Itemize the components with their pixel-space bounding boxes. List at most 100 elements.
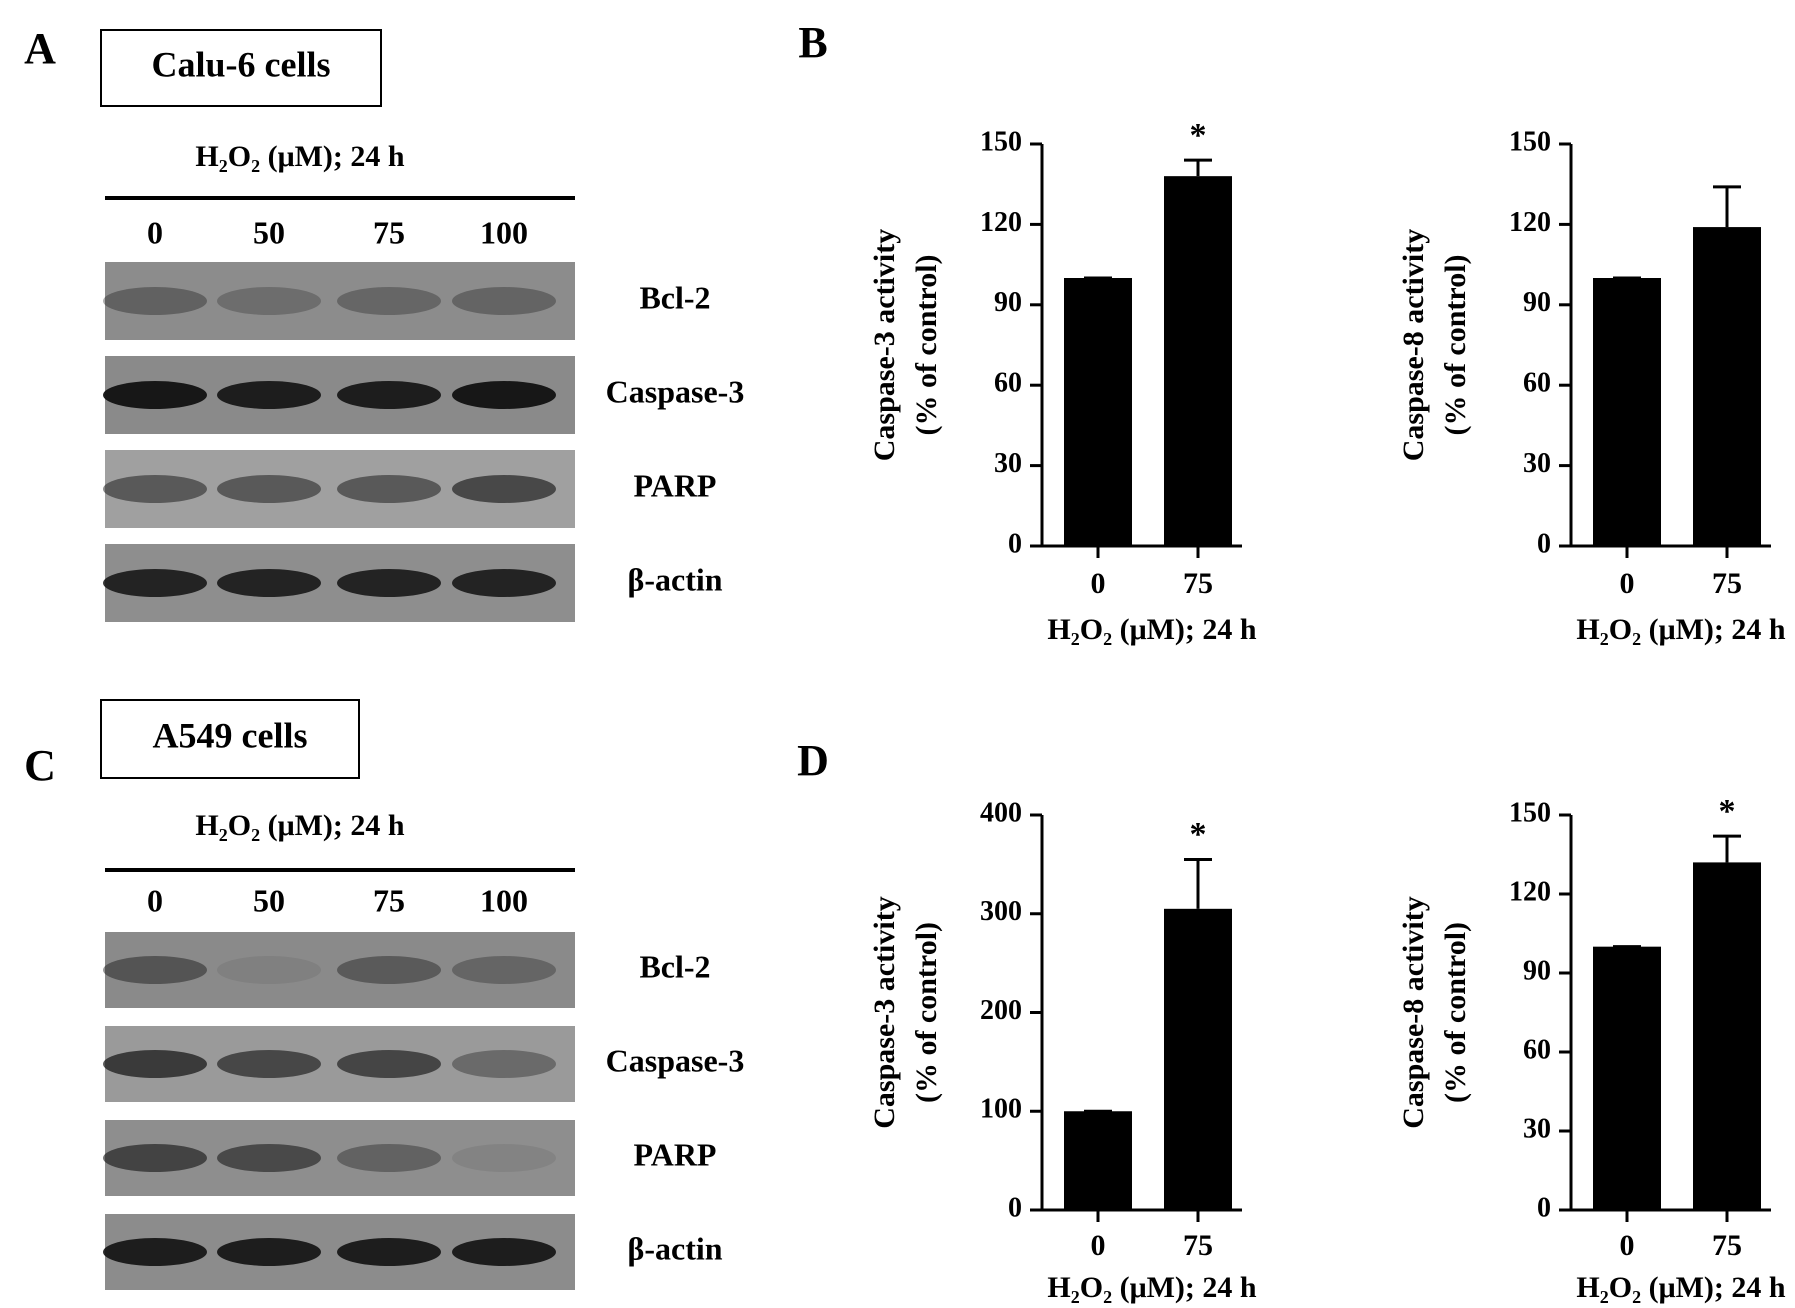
y-axis-label: Caspase-8 activity bbox=[1397, 229, 1430, 461]
blot-band bbox=[217, 569, 321, 597]
y-axis-label: (% of control) bbox=[1439, 254, 1472, 435]
lane-label: 50 bbox=[253, 214, 285, 250]
blot-band bbox=[452, 1144, 556, 1172]
y-tick-label: 90 bbox=[1523, 287, 1551, 318]
protein-label: Bcl-2 bbox=[639, 279, 710, 315]
lane-label: 100 bbox=[480, 214, 528, 250]
blot-band bbox=[217, 287, 321, 315]
y-tick-label: 200 bbox=[980, 995, 1022, 1026]
x-tick-label: 75 bbox=[1712, 1229, 1742, 1262]
bar bbox=[1593, 278, 1661, 546]
blot-band bbox=[103, 569, 207, 597]
y-tick-label: 90 bbox=[994, 287, 1022, 318]
blot-band bbox=[217, 475, 321, 503]
x-axis-label: H₂O₂ (μM); 24 h bbox=[1047, 613, 1256, 646]
x-tick-label: 75 bbox=[1183, 1229, 1213, 1262]
blot-band bbox=[217, 956, 321, 984]
lane-label: 50 bbox=[253, 882, 285, 918]
y-tick-label: 150 bbox=[1509, 797, 1551, 828]
y-axis-label: (% of control) bbox=[910, 922, 943, 1103]
protein-label: β-actin bbox=[627, 561, 722, 597]
cell-box bbox=[100, 29, 382, 107]
protein-label: Caspase-3 bbox=[606, 1042, 745, 1078]
cell-label: Calu-6 cells bbox=[152, 44, 331, 84]
blot-band bbox=[217, 1050, 321, 1078]
x-axis-label: H₂O₂ (μM); 24 h bbox=[1576, 613, 1785, 646]
blot-band bbox=[337, 475, 441, 503]
blot-band bbox=[103, 956, 207, 984]
y-tick-label: 120 bbox=[1509, 876, 1551, 907]
bar bbox=[1064, 278, 1132, 546]
blot-band bbox=[217, 1238, 321, 1266]
significance-mark: * bbox=[1719, 793, 1736, 830]
y-tick-label: 0 bbox=[1537, 528, 1551, 559]
blot-band bbox=[103, 1050, 207, 1078]
y-tick-label: 150 bbox=[1509, 126, 1551, 157]
lane-label: 0 bbox=[147, 882, 163, 918]
blot-band bbox=[103, 1238, 207, 1266]
protein-label: β-actin bbox=[627, 1230, 722, 1266]
y-tick-label: 30 bbox=[1523, 448, 1551, 479]
x-tick-label: 0 bbox=[1620, 1229, 1635, 1262]
blot-band bbox=[337, 569, 441, 597]
y-tick-label: 100 bbox=[980, 1094, 1022, 1125]
bar bbox=[1064, 1111, 1132, 1210]
bar bbox=[1164, 176, 1232, 546]
bar bbox=[1164, 908, 1232, 1210]
panel-letter: B bbox=[798, 18, 827, 67]
y-tick-label: 90 bbox=[1523, 955, 1551, 986]
protein-label: Bcl-2 bbox=[639, 948, 710, 984]
blot-band bbox=[452, 381, 556, 409]
x-tick-label: 75 bbox=[1712, 567, 1742, 600]
treatment-label: H₂O₂ (μM); 24 h bbox=[195, 809, 404, 842]
panel-letter: A bbox=[24, 24, 56, 73]
bar bbox=[1693, 862, 1761, 1210]
panel-letter: D bbox=[797, 736, 829, 785]
x-tick-label: 0 bbox=[1091, 567, 1106, 600]
lane-label: 0 bbox=[147, 214, 163, 250]
blot-band bbox=[337, 1144, 441, 1172]
blot-band bbox=[337, 956, 441, 984]
y-tick-label: 400 bbox=[980, 797, 1022, 828]
y-tick-label: 150 bbox=[980, 126, 1022, 157]
y-tick-label: 30 bbox=[1523, 1113, 1551, 1144]
cell-label: A549 cells bbox=[153, 715, 308, 755]
blot-band bbox=[452, 1050, 556, 1078]
y-tick-label: 120 bbox=[1509, 207, 1551, 238]
blot-band bbox=[452, 1238, 556, 1266]
blot-strip bbox=[105, 932, 575, 1008]
y-axis-label: Caspase-8 activity bbox=[1397, 896, 1430, 1128]
blot-band bbox=[452, 475, 556, 503]
y-tick-label: 0 bbox=[1008, 1192, 1022, 1223]
y-axis-label: (% of control) bbox=[910, 254, 943, 435]
treatment-label: H₂O₂ (μM); 24 h bbox=[195, 140, 404, 173]
blot-band bbox=[103, 287, 207, 315]
x-axis-label: H₂O₂ (μM); 24 h bbox=[1576, 1271, 1785, 1304]
blot-band bbox=[452, 956, 556, 984]
protein-label: PARP bbox=[634, 467, 717, 503]
y-tick-label: 300 bbox=[980, 896, 1022, 927]
blot-band bbox=[337, 287, 441, 315]
y-axis-label: (% of control) bbox=[1439, 922, 1472, 1103]
protein-label: Caspase-3 bbox=[606, 373, 745, 409]
lane-label: 100 bbox=[480, 882, 528, 918]
y-tick-label: 60 bbox=[1523, 368, 1551, 399]
blot-band bbox=[217, 381, 321, 409]
y-axis-label: Caspase-3 activity bbox=[868, 229, 901, 461]
y-tick-label: 60 bbox=[1523, 1034, 1551, 1065]
y-tick-label: 120 bbox=[980, 207, 1022, 238]
bar bbox=[1593, 946, 1661, 1210]
x-tick-label: 0 bbox=[1091, 1229, 1106, 1262]
panel-letter: C bbox=[24, 741, 56, 790]
x-tick-label: 0 bbox=[1620, 567, 1635, 600]
blot-band bbox=[103, 381, 207, 409]
cell-box bbox=[100, 699, 360, 779]
y-tick-label: 30 bbox=[994, 448, 1022, 479]
blot-band bbox=[452, 287, 556, 315]
blot-band bbox=[217, 1144, 321, 1172]
blot-band bbox=[337, 1050, 441, 1078]
blot-band bbox=[452, 569, 556, 597]
y-tick-label: 60 bbox=[994, 368, 1022, 399]
y-axis-label: Caspase-3 activity bbox=[868, 896, 901, 1128]
significance-mark: * bbox=[1190, 117, 1207, 154]
